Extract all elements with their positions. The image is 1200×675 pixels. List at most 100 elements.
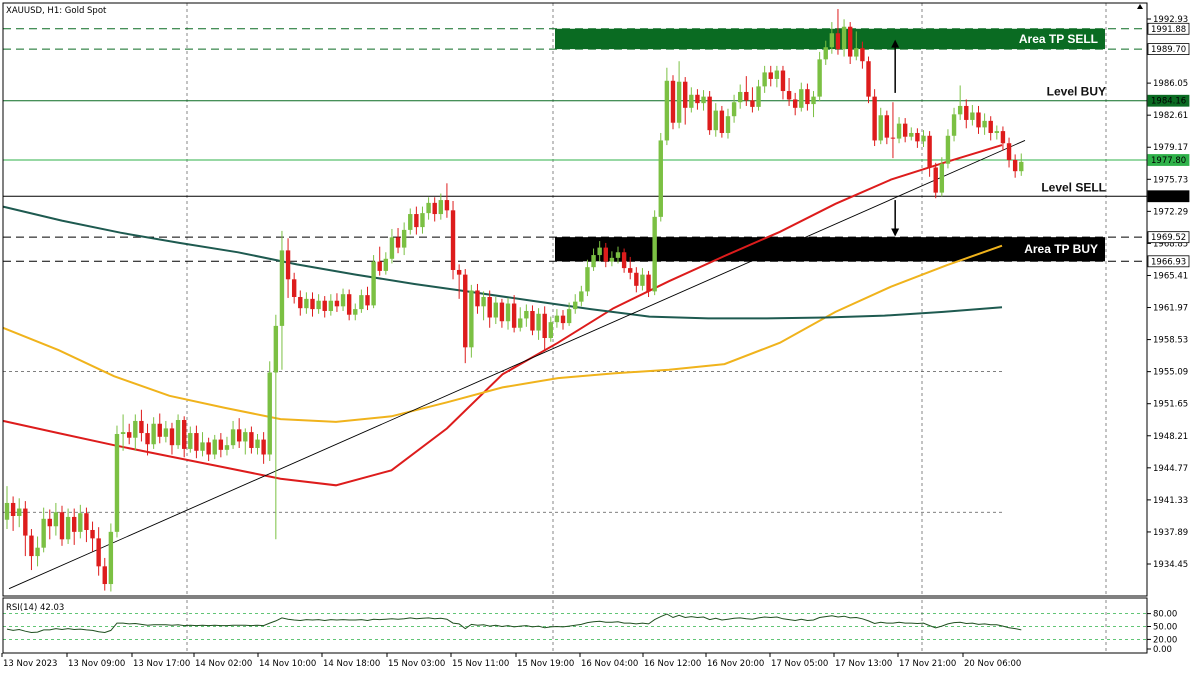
candle-body <box>65 516 71 540</box>
candle-body <box>273 325 279 373</box>
candle-body <box>615 252 621 258</box>
candle-body <box>976 112 981 128</box>
candle-body <box>945 135 951 164</box>
candle-body <box>414 214 419 228</box>
price-tick-label: 1948.21 <box>1153 432 1188 442</box>
candle-body <box>811 96 816 105</box>
candle-body <box>518 318 523 328</box>
candle-body <box>774 70 780 79</box>
candle-body <box>933 167 938 193</box>
zone-label: Area TP BUY <box>1024 242 1098 256</box>
candle-body <box>316 300 321 310</box>
candle-body <box>884 115 890 138</box>
price-tick-label: 1972.29 <box>1153 207 1188 217</box>
level-label: Level BUY <box>1047 85 1106 99</box>
candle-body <box>719 110 725 133</box>
candle-body <box>634 272 639 286</box>
price-tag <box>1147 94 1190 107</box>
candle-body <box>157 423 162 437</box>
time-tick-label: 15 Nov 03:00 <box>388 659 445 669</box>
time-tick-label: 20 Nov 06:00 <box>964 659 1021 669</box>
candle-body <box>432 202 437 215</box>
moving-averages <box>2 144 1003 487</box>
candle-body <box>84 513 89 530</box>
candle-body <box>1019 161 1024 172</box>
candle-body <box>738 91 743 103</box>
candle-body <box>181 420 187 449</box>
main-frame <box>2 2 1148 597</box>
zone-label: Area TP SELL <box>1019 32 1098 46</box>
candle-body <box>670 80 676 123</box>
candle-body <box>90 529 95 539</box>
candle-body <box>163 428 169 437</box>
candle-body <box>609 257 615 262</box>
candle-body <box>970 112 975 120</box>
price-tag-label: 1977.80 <box>1151 156 1186 166</box>
price-tag-label: 1984.16 <box>1151 97 1186 107</box>
price-tick-label: 1968.85 <box>1153 239 1188 249</box>
candle-body <box>377 261 382 271</box>
price-tag-label: 1989.70 <box>1151 45 1186 55</box>
price-tag <box>1147 43 1190 56</box>
candle-body <box>683 81 688 108</box>
candle-body <box>579 291 584 302</box>
symbol-label: XAUUSD, H1: Gold Spot <box>6 6 107 16</box>
candle-body <box>591 255 596 268</box>
time-tick-label: 13 Nov 09:00 <box>68 659 125 669</box>
candle-body <box>890 137 896 139</box>
time-tick-label: 16 Nov 12:00 <box>644 659 701 669</box>
time-tick-label: 16 Nov 04:00 <box>581 659 638 669</box>
candle-body <box>951 114 957 136</box>
candle-body <box>4 502 10 520</box>
candle-body <box>628 268 633 273</box>
candle-body <box>707 96 712 131</box>
candle-body <box>511 303 517 328</box>
arrow-head <box>891 228 900 237</box>
time-tick-label: 14 Nov 18:00 <box>323 659 380 669</box>
candle-body <box>304 298 309 309</box>
candle-body <box>676 81 682 123</box>
candle-body <box>1000 131 1006 144</box>
candle-body <box>249 432 254 448</box>
candle-body <box>359 295 364 310</box>
time-tick-label: 17 Nov 05:00 <box>771 659 828 669</box>
candle-body <box>799 89 804 108</box>
candle-body <box>939 163 945 193</box>
price-tick-label: 1961.97 <box>1153 304 1188 314</box>
price-tick-label: 1941.33 <box>1153 496 1188 506</box>
candle-body <box>823 47 828 60</box>
candle-body <box>487 296 492 318</box>
price-tag <box>1147 154 1190 166</box>
candle-body <box>585 267 590 292</box>
candle-body <box>994 131 1000 133</box>
rsi-frame <box>2 597 1148 654</box>
candle-body <box>731 102 737 117</box>
candle-body <box>603 247 608 262</box>
candle-body <box>230 429 236 446</box>
candle-body <box>829 33 835 48</box>
price-tag <box>1147 22 1190 35</box>
time-tick-label: 13 Nov 17:00 <box>133 659 190 669</box>
candle-body <box>383 258 389 271</box>
candle-body <box>658 140 663 217</box>
candle-body <box>463 274 468 348</box>
candle-body <box>756 86 761 107</box>
time-axis: 13 Nov 2023 13 Nov 09:00 13 Nov 17:00 14 No… <box>1 653 1021 669</box>
candle-body <box>713 110 718 131</box>
candle-body <box>701 96 706 104</box>
price-tick-label: 1958.53 <box>1153 336 1188 346</box>
price-tag-label: 1966.93 <box>1151 257 1186 267</box>
candle-body <box>29 535 34 557</box>
candle-body <box>542 313 547 339</box>
candle-body <box>481 296 486 307</box>
candle-body <box>395 237 401 248</box>
candle-body <box>566 309 572 324</box>
candle-body <box>120 432 126 434</box>
candle-body <box>371 261 376 306</box>
candle-body <box>243 432 248 442</box>
candle-body <box>805 89 810 105</box>
candle-body <box>420 213 425 228</box>
candle-body <box>450 210 456 270</box>
candle-body <box>188 433 193 449</box>
candle-body <box>53 512 59 527</box>
